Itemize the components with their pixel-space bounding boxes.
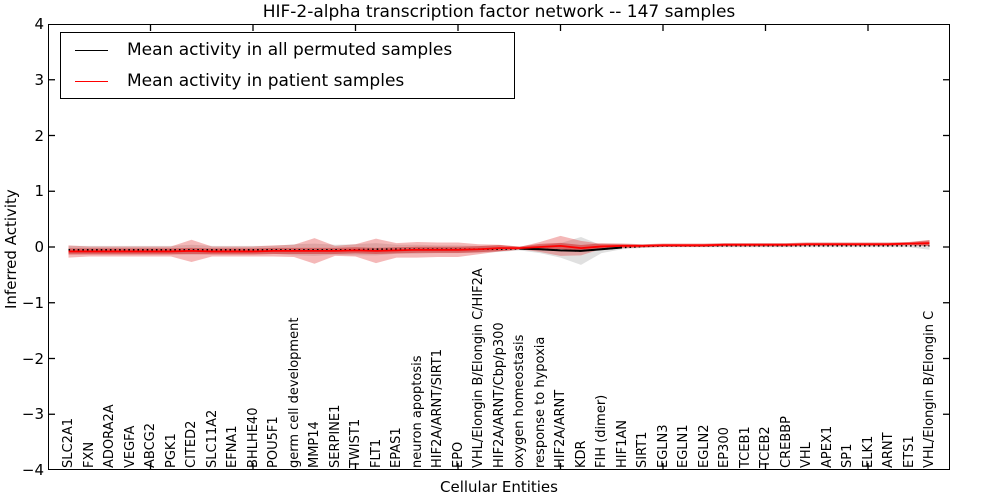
y-tick-label: −4 (21, 461, 44, 479)
entity-label: KDR (573, 440, 589, 468)
entity-label: oxygen homeostasis (512, 334, 527, 468)
y-tick-label: 2 (34, 126, 44, 145)
entity-label: VEGFA (122, 425, 138, 468)
entity-label: TCEB2 (758, 426, 773, 468)
entity-label: TWIST1 (348, 418, 363, 468)
permuted-mean-line (68, 245, 930, 252)
entity-label: TCEB1 (737, 426, 753, 468)
y-axis-label: Inferred Activity (2, 189, 20, 309)
entity-label: BHLHE40 (245, 407, 261, 468)
patient-std-band (68, 235, 930, 264)
entity-label: EPO (450, 441, 466, 468)
entity-label: CREBBP (778, 416, 794, 468)
permuted-mean-line-solid-segment (519, 246, 623, 252)
y-tick-label: 4 (34, 15, 44, 33)
y-tick-label: 1 (34, 182, 44, 201)
entity-label: SLC2A1 (61, 417, 76, 468)
entity-label: neuron apoptosis (409, 355, 425, 469)
entity-label: EPAS1 (389, 427, 404, 468)
entity-label: response to hypoxia (532, 336, 548, 468)
entity-label: VHL (799, 442, 814, 468)
entity-label: FLT1 (368, 438, 384, 468)
entity-label: VHL/Elongin B/Elongin C (922, 310, 937, 468)
entity-label: VHL/Elongin B/Elongin C/HIF2A (471, 268, 486, 468)
permuted-std-band (68, 236, 930, 265)
entity-label: EGLN1 (676, 424, 691, 468)
y-tick-label: −3 (21, 405, 44, 424)
entity-label: APEX1 (819, 425, 835, 468)
entity-label: EGLN2 (696, 424, 712, 468)
entity-label: HIF2A/ARNT (553, 389, 568, 468)
entity-label: EP300 (717, 427, 732, 468)
plot-area (48, 24, 950, 470)
y-tick-label: 0 (34, 238, 44, 256)
y-tick-label: 3 (34, 70, 44, 89)
legend-line-black (75, 49, 108, 51)
legend-label: Mean activity in all permuted samples (127, 40, 453, 60)
entity-label: EFNA1 (225, 425, 240, 468)
entity-label: SERPINE1 (327, 404, 343, 468)
entity-label: HIF1AN (614, 420, 630, 468)
legend-label: Mean activity in patient samples (127, 71, 405, 91)
entity-label: germ cell development (286, 317, 302, 468)
x-axis-label: Cellular Entities (440, 478, 558, 496)
entity-label: EGLN3 (655, 424, 671, 468)
entity-label: HIF2A/ARNT/SIRT1 (430, 349, 445, 468)
entity-label: ELK1 (860, 435, 876, 468)
chart-title: HIF-2-alpha transcription factor network… (262, 2, 736, 22)
entity-label: HIF2A/ARNT/Cbp/p300 (491, 322, 507, 468)
entity-label: POU5F1 (266, 416, 281, 468)
entity-label: ETS1 (901, 435, 917, 468)
entity-label: SP1 (840, 443, 855, 468)
legend-line-red (75, 80, 108, 82)
entity-label: ARNT (881, 432, 896, 468)
entity-label: FIH (dimer) (594, 394, 609, 468)
y-tick-label: −1 (21, 293, 44, 312)
entity-label: SIRT1 (635, 431, 650, 468)
entity-label: MMP14 (307, 421, 322, 468)
entity-label: CITED2 (184, 420, 199, 468)
entity-label: PGK1 (163, 433, 179, 468)
entity-label: FXN (81, 441, 97, 468)
legend-item-patient: Mean activity in patient samples (61, 67, 514, 95)
entity-label: SLC11A2 (204, 409, 220, 468)
entity-label: ABCG2 (143, 422, 158, 468)
y-tick-label: −2 (21, 349, 44, 368)
entity-label: ADORA2A (102, 404, 117, 468)
legend: Mean activity in all permuted samples Me… (60, 32, 515, 99)
legend-item-permuted: Mean activity in all permuted samples (61, 36, 514, 64)
patient-mean-line (68, 242, 930, 253)
